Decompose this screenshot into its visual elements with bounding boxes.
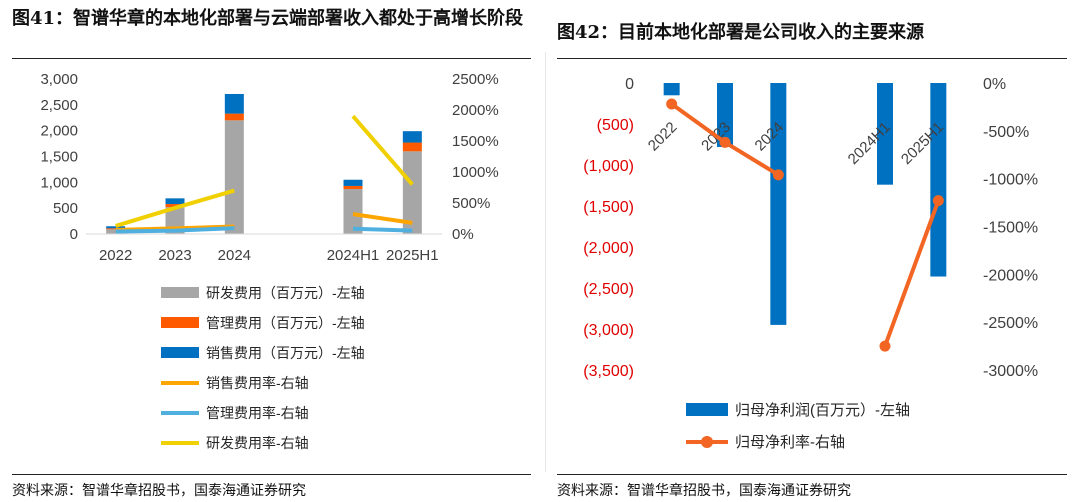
x-axis-tick-label: 2022 [645,119,681,155]
legend-label: 归母净利率-右轴 [735,434,845,451]
left-axis-tick-label: 1,000 [40,174,78,191]
legend-label: 研发费用率-右轴 [206,435,309,451]
right-axis-tick-label: 2500% [452,71,499,88]
line-marker [879,340,891,352]
series-line [115,226,235,234]
right-axis-tick-label: 0% [983,76,1006,93]
legend-swatch [161,287,199,298]
series-line [352,226,413,233]
right-axis-tick-label: -2000% [983,267,1038,284]
bar-segment [165,204,185,208]
left-axis-tick-label: (3,500) [583,363,634,380]
x-axis-tick-label: 2025H1 [386,247,439,264]
legend-label: 归母净利润(百万元）-左轴 [735,402,910,419]
legend-label: 管理费用率-右轴 [206,405,309,421]
line-marker [666,98,678,110]
left-axis-tick-label: 0 [625,76,634,93]
legend-label: 研发费用（百万元）-左轴 [206,285,365,301]
x-axis-tick-label: 2024H1 [327,247,380,264]
left-axis-tick-label: 2,000 [40,123,78,140]
expense-chart: 0 500 1,000 1,500 2,000 2,500 3,000 0% 500% 1000%… [40,71,499,451]
bar-segment [165,198,185,205]
title-divider [12,58,531,59]
right-axis-tick-label: -1500% [983,220,1038,237]
bar [717,83,733,147]
net-profit-chart: 0 (500) (1,000) (1,500) (2,000) (2,500) (3,000… [583,76,1038,451]
left-axis-tick-label: 500 [53,200,78,217]
bar-segment [343,179,363,186]
x-axis-tick-label: 2024 [218,247,251,264]
bar-segment [343,185,363,190]
figure-41-source: 资料来源：智谱华章招股书，国泰海通证券研究 [12,483,306,499]
title-divider [557,58,1067,59]
right-axis-tick-label: 0% [452,226,474,243]
legend-label: 销售费用（百万元）-左轴 [206,345,365,361]
right-axis-tick-label: -2500% [983,315,1038,332]
bar [770,83,787,325]
source-divider [12,474,531,475]
legend-marker [701,436,713,448]
right-axis-tick-label: 1000% [452,164,499,181]
figure-42-title: 图42：目前本地化部署是公司收入的主要来源 [557,22,925,43]
x-axis-tick-label: 2023 [158,247,191,264]
left-axis-tick-label: (500) [597,117,634,134]
bar-segment [343,189,363,234]
series-line [351,114,414,186]
line-marker [772,169,784,181]
figure-41-title: 图41：智谱华章的本地化部署与云端部署收入都处于高增长阶段 [12,8,524,29]
right-axis-tick-label: 1500% [452,133,499,150]
left-axis-tick-label: (1,500) [583,199,634,216]
right-axis-tick-label: 500% [452,195,490,212]
legend-label: 管理费用（百万元）-左轴 [206,315,365,331]
right-axis-tick-label: -1000% [983,172,1038,189]
bar-segment [224,120,244,234]
bar-segment [106,229,126,234]
bar-segment [106,226,126,229]
legend-swatch [686,403,728,416]
line-marker [932,195,944,207]
left-axis-tick-label: 0 [70,226,78,243]
panel-separator [545,52,546,472]
bar-segment [402,142,422,152]
right-axis-tick-label: -500% [983,124,1029,141]
series-line [883,199,941,347]
bar-segment [402,131,422,143]
line-marker [719,136,731,148]
right-axis-tick-label: 2000% [452,102,499,119]
left-axis-tick-label: (2,500) [583,281,634,298]
legend-swatch [161,317,199,328]
left-axis-tick-label: (1,000) [583,158,634,175]
left-axis-tick-label: (3,000) [583,322,634,339]
legend-label: 销售费用率-右轴 [206,375,309,391]
bar-segment [224,93,244,114]
left-axis-tick-label: 3,000 [40,71,78,88]
x-axis-tick-label: 2022 [99,247,132,264]
bar [877,83,893,185]
legend-swatch [161,347,199,358]
series-line [115,188,235,228]
left-axis-tick-label: 1,500 [40,149,78,166]
bar [930,83,947,277]
series-line [352,212,413,225]
source-divider [557,474,1067,475]
left-axis-tick-label: 2,500 [40,97,78,114]
right-axis-tick-label: -3000% [983,363,1038,380]
figure-42-source: 资料来源：智谱华章招股书，国泰海通证券研究 [557,483,851,499]
bar-segment [224,113,244,121]
bar [663,83,680,96]
bar-segment [402,151,422,234]
left-axis-tick-label: (2,000) [583,240,634,257]
